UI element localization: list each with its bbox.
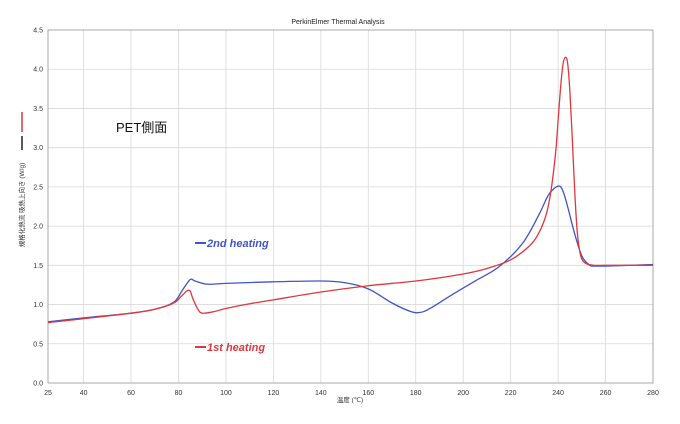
x-axis-label: 温度 (℃) — [337, 395, 363, 404]
x-tick-label: 160 — [362, 390, 374, 397]
y-tick-labels: 0.0 0.5 1.0 1.5 2.0 2.5 3.0 3.5 4.0 4.5 — [33, 28, 43, 388]
y-tick-label: 4.0 — [33, 67, 43, 74]
y-tick-label: 0.5 — [33, 341, 43, 348]
x-tick-label: 25 — [44, 390, 52, 397]
x-tick-label: 260 — [600, 390, 612, 397]
series-line-2nd-heating — [47, 185, 654, 323]
x-tick-labels: 25 40 60 80 100 120 140 160 180 200 220 240 260 280 — [44, 390, 659, 397]
legend-item-1st-heating: 1st heating — [195, 342, 265, 354]
x-tick-label: 100 — [220, 390, 232, 397]
x-tick-label: 200 — [457, 390, 469, 397]
legend-label-2nd-heating: 2nd heating — [206, 238, 269, 250]
y-tick-label: 3.5 — [33, 106, 43, 113]
y-tick-label: 3.0 — [33, 145, 43, 152]
x-tick-label: 240 — [552, 390, 564, 397]
x-tick-label: 60 — [127, 390, 135, 397]
series-lines — [47, 56, 654, 324]
x-tick-label: 220 — [505, 390, 517, 397]
sample-annotation: PET側面 — [116, 120, 167, 135]
x-tick-label: 180 — [410, 390, 422, 397]
x-tick-label: 80 — [175, 390, 183, 397]
legend-label-1st-heating: 1st heating — [207, 342, 265, 354]
x-tick-label: 40 — [80, 390, 88, 397]
x-tick-label: 280 — [647, 390, 659, 397]
x-tick-label: 120 — [268, 390, 280, 397]
series-line-1st-heating — [47, 56, 653, 324]
y-axis-label: 規格化熱流 吸熱上向き (W/g) — [17, 163, 26, 248]
y-tick-label: 2.0 — [33, 224, 43, 231]
y-tick-label: 1.5 — [33, 263, 43, 270]
plot-frame — [47, 29, 654, 384]
y-tick-label: 4.5 — [33, 28, 43, 35]
chart-title: PerkinElmer Thermal Analysis — [291, 19, 385, 26]
legend-item-2nd-heating: 2nd heating — [195, 238, 269, 250]
y-tick-label: 0.0 — [33, 381, 43, 388]
y-tick-label: 1.0 — [33, 302, 43, 309]
y-tick-label: 2.5 — [33, 184, 43, 191]
x-tick-label: 140 — [315, 390, 327, 397]
